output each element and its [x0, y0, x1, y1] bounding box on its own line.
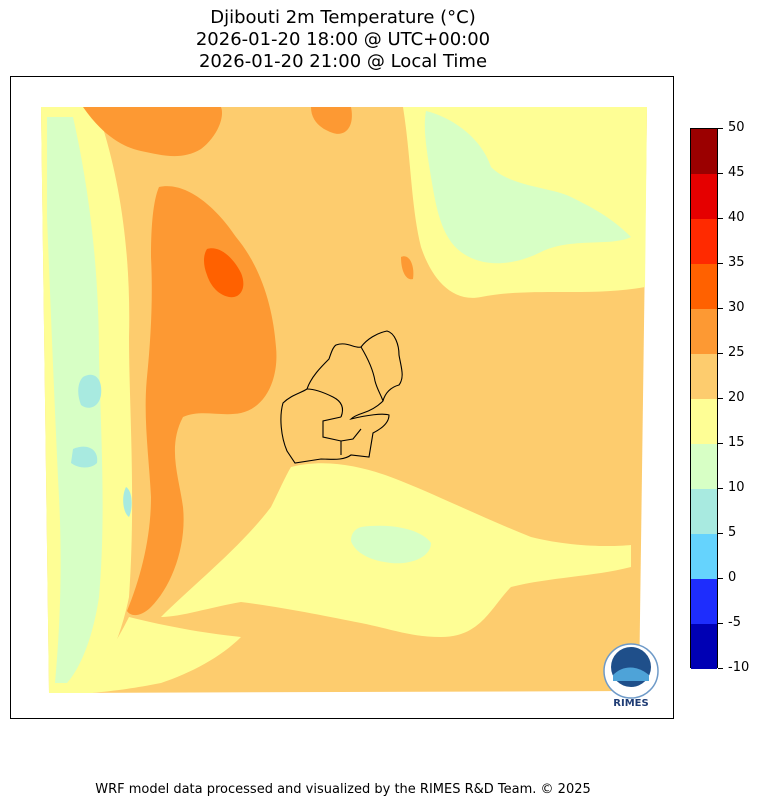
field-25-30-north	[83, 107, 223, 157]
colorbar-segment	[691, 489, 717, 534]
colorbar-tick	[718, 443, 723, 444]
colorbar-tick-label: 25	[728, 345, 745, 360]
region-boundary-a	[306, 388, 344, 418]
colorbar-tick-label: 5	[728, 525, 737, 540]
region-boundary-b	[360, 346, 384, 402]
colorbar-tick	[718, 398, 723, 399]
colorbar-tick	[718, 488, 723, 489]
field-25-30-patch-e	[401, 256, 414, 280]
colorbar-tick-label: 15	[728, 435, 745, 450]
colorbar-tick	[718, 668, 723, 669]
colorbar-tick-label: 0	[728, 570, 737, 585]
colorbar-segment	[691, 579, 717, 624]
colorbar-segment	[691, 534, 717, 579]
colorbar-segment	[691, 309, 717, 354]
colorbar-segment	[691, 129, 717, 174]
country-borders	[280, 330, 403, 464]
colorbar-tick	[718, 263, 723, 264]
field-5-10-patch-b	[71, 446, 98, 468]
field-30-35-core	[204, 248, 244, 298]
colorbar-tick-label: 40	[728, 210, 745, 225]
colorbar-tick	[718, 218, 723, 219]
colorbar-tick	[718, 308, 723, 309]
map-panel: RIMES	[10, 76, 674, 719]
colorbar-tick	[718, 128, 723, 129]
colorbar-segment	[691, 624, 717, 669]
colorbar-segment	[691, 399, 717, 444]
region-boundary-c	[322, 416, 362, 442]
field-10-15-northeast	[424, 111, 631, 264]
credit-footer: WRF model data processed and visualized …	[95, 782, 591, 797]
colorbar-segment	[691, 444, 717, 489]
rimes-logo: RIMES	[603, 643, 659, 709]
map-title-line3: 2026-01-20 21:00 @ Local Time	[198, 51, 488, 72]
colorbar-tick	[718, 353, 723, 354]
field-15-20-southwest	[91, 617, 241, 693]
colorbar-tick-label: 10	[728, 480, 745, 495]
map-title-line1: Djibouti 2m Temperature (°C)	[210, 7, 476, 28]
colorbar-tick-label: -5	[728, 615, 741, 630]
colorbar-tick-label: 30	[728, 300, 745, 315]
temperature-field-map: RIMES	[41, 107, 659, 709]
colorbar-tick-label: 50	[728, 120, 745, 135]
field-25-30-ne-blob	[311, 107, 352, 134]
colorbar	[690, 128, 718, 669]
colorbar-tick	[718, 623, 723, 624]
logo-wordmark: RIMES	[613, 698, 648, 709]
field-10-15-west	[47, 117, 103, 683]
colorbar-tick-label: 45	[728, 165, 745, 180]
colorbar-tick-label: 20	[728, 390, 745, 405]
field-5-10-patch-c	[123, 487, 132, 517]
colorbar-tick	[718, 533, 723, 534]
colorbar-segment	[691, 354, 717, 399]
map-title-line2: 2026-01-20 18:00 @ UTC+00:00	[195, 29, 491, 50]
colorbar-tick	[718, 173, 723, 174]
colorbar-tick-label: 35	[728, 255, 745, 270]
field-5-10-patch-a	[78, 374, 102, 408]
colorbar-tick	[718, 578, 723, 579]
colorbar-tick-label: -10	[728, 660, 750, 675]
colorbar-segment	[691, 264, 717, 309]
colorbar-segment	[691, 174, 717, 219]
colorbar-segment	[691, 219, 717, 264]
djibouti-outline	[280, 330, 403, 464]
field-10-15-south	[351, 525, 431, 564]
